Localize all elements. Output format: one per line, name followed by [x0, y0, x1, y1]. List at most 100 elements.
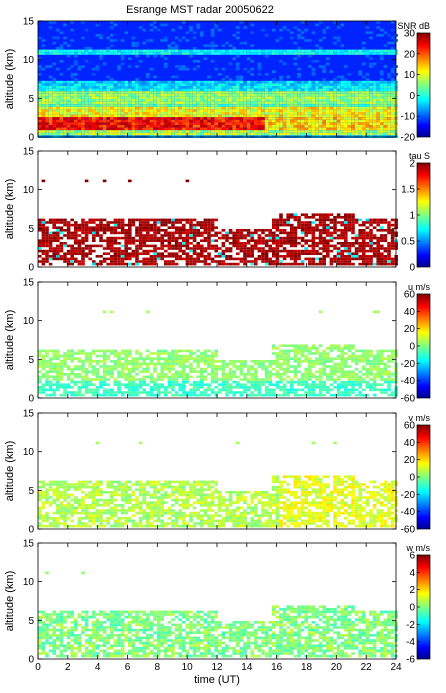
- snr-cell: [110, 93, 114, 97]
- snr-cell: [63, 83, 67, 86]
- snr-cell: [344, 65, 348, 68]
- data-cell: [239, 373, 244, 376]
- data-cell: [117, 260, 121, 263]
- data-cell: [203, 393, 208, 397]
- snr-cell: [124, 80, 128, 84]
- snr-cell: [48, 109, 53, 112]
- snr-cell: [333, 49, 337, 53]
- snr-cell: [257, 67, 262, 71]
- snr-cell: [372, 49, 377, 53]
- snr-cell: [207, 83, 211, 86]
- data-cell: [99, 236, 103, 240]
- snr-cell: [297, 101, 301, 105]
- data-cell: [120, 352, 125, 355]
- snr-cell: [88, 101, 92, 105]
- snr-cell: [146, 75, 150, 79]
- data-cell: [99, 349, 103, 353]
- snr-cell: [390, 106, 395, 110]
- snr-cell: [261, 83, 265, 86]
- data-cell: [192, 226, 197, 229]
- snr-cell: [56, 106, 60, 110]
- snr-cell: [318, 88, 323, 92]
- data-cell: [254, 373, 258, 376]
- data-cell: [153, 262, 157, 266]
- snr-cell: [279, 130, 283, 133]
- snr-cell: [369, 57, 373, 60]
- snr-cell: [232, 88, 236, 92]
- data-cell: [232, 239, 236, 242]
- snr-cell: [135, 49, 139, 53]
- snr-cell: [228, 99, 233, 102]
- data-cell: [210, 375, 215, 379]
- snr-cell: [272, 122, 276, 125]
- snr-cell: [347, 73, 352, 76]
- snr-cell: [308, 106, 312, 110]
- snr-cell: [38, 125, 42, 128]
- data-cell: [135, 218, 139, 222]
- data-cell: [146, 257, 150, 261]
- snr-cell: [81, 49, 85, 53]
- snr-cell: [56, 28, 60, 32]
- snr-cell: [59, 132, 64, 136]
- snr-cell: [106, 99, 110, 102]
- data-cell: [131, 262, 136, 266]
- snr-cell: [110, 44, 114, 47]
- data-cell: [88, 229, 92, 232]
- snr-cell: [142, 88, 146, 92]
- data-cell: [48, 262, 53, 266]
- snr-cell: [185, 130, 190, 133]
- data-cell: [243, 386, 247, 389]
- snr-cell: [318, 47, 323, 50]
- snr-cell: [221, 44, 226, 47]
- data-cell: [41, 221, 46, 224]
- data-cell: [146, 367, 150, 371]
- data-cell: [221, 260, 226, 263]
- snr-cell: [358, 112, 362, 115]
- data-cell: [38, 260, 42, 263]
- snr-cell: [120, 86, 125, 89]
- snr-cell: [369, 109, 373, 112]
- snr-cell: [178, 91, 182, 94]
- snr-cell: [239, 109, 244, 112]
- data-cell: [272, 393, 276, 397]
- data-cell: [286, 242, 290, 245]
- data-cell: [164, 393, 168, 397]
- data-cell: [106, 236, 110, 240]
- data-cell: [59, 231, 64, 235]
- snr-cell: [322, 93, 326, 97]
- snr-cell: [322, 83, 326, 86]
- data-cell: [70, 357, 74, 360]
- snr-cell: [344, 91, 348, 94]
- snr-cell: [329, 49, 334, 53]
- data-cell: [160, 352, 164, 355]
- snr-cell: [45, 88, 49, 92]
- colorbar-tick-label: -10: [401, 112, 416, 123]
- y-tick-label: 5: [28, 94, 34, 105]
- snr-cell: [102, 130, 107, 133]
- snr-cell: [182, 65, 186, 68]
- data-cell: [376, 255, 380, 258]
- snr-cell: [182, 36, 186, 40]
- data-cell: [128, 349, 132, 353]
- snr-cell: [153, 96, 157, 99]
- snr-cell: [272, 127, 276, 131]
- snr-cell: [77, 127, 82, 131]
- snr-cell: [120, 52, 125, 55]
- snr-cell: [358, 99, 362, 102]
- snr-cell: [308, 130, 312, 133]
- data-cell: [149, 386, 154, 389]
- data-cell: [146, 357, 150, 360]
- data-cell: [221, 388, 226, 392]
- snr-cell: [160, 114, 164, 118]
- data-cell: [268, 236, 272, 240]
- snr-cell: [48, 65, 53, 68]
- snr-cell: [131, 125, 136, 128]
- data-cell: [135, 352, 139, 355]
- snr-cell: [200, 91, 204, 94]
- data-cell: [354, 257, 359, 261]
- snr-cell: [308, 99, 312, 102]
- snr-cell: [250, 125, 254, 128]
- data-cell: [250, 262, 254, 266]
- snr-cell: [354, 91, 359, 94]
- data-cell: [246, 239, 251, 242]
